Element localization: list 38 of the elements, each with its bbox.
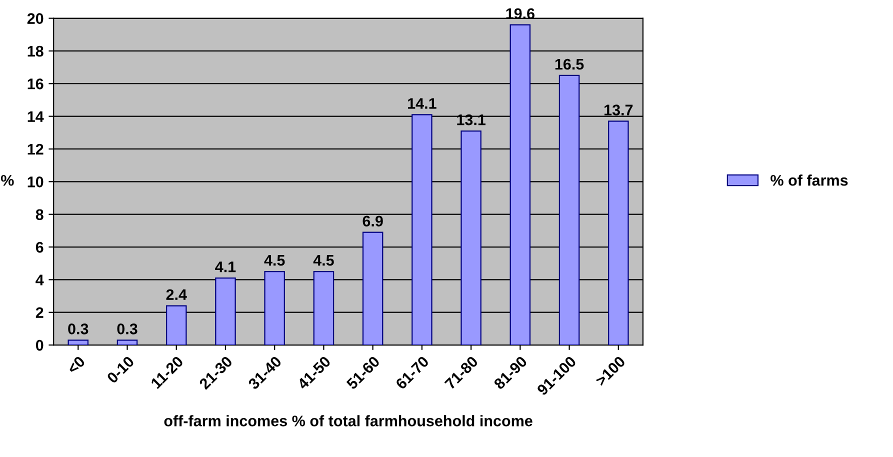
bar	[460, 130, 482, 346]
bar	[558, 74, 580, 346]
x-tick-label: 0-10	[106, 355, 135, 384]
bar	[412, 114, 432, 346]
y-tick-label: 20	[27, 13, 44, 24]
y-tick-label: 14	[28, 111, 44, 122]
x-tick-label: <0	[66, 355, 86, 375]
bar	[608, 120, 629, 346]
x-axis-title: off-farm incomes % of total farmhousehold income	[164, 415, 532, 426]
data-label: 0.3	[117, 324, 138, 334]
data-label: 14.1	[408, 98, 436, 109]
y-tick-label: 6	[36, 242, 44, 253]
y-tick-label: 8	[36, 209, 44, 220]
data-label: 6.9	[362, 216, 383, 227]
data-label: 4.1	[215, 262, 236, 272]
bar	[68, 340, 89, 346]
bar	[362, 232, 384, 346]
y-tick-label: 0	[36, 340, 44, 351]
y-tick-label: 18	[28, 46, 44, 57]
y-axis-title: %	[1, 174, 14, 186]
bar	[264, 270, 285, 346]
bar	[116, 340, 138, 346]
y-tick-label: 16	[28, 78, 44, 90]
data-label: 4.5	[313, 255, 334, 266]
y-tick-label: 10	[28, 176, 44, 188]
y-tick-label: 2	[36, 307, 44, 318]
data-label: 16.5	[555, 58, 584, 70]
bar	[215, 277, 236, 346]
data-label: 2.4	[166, 289, 187, 300]
data-label: 0.3	[68, 324, 88, 334]
bar	[313, 270, 334, 346]
data-label: 13.7	[604, 104, 633, 116]
legend-label: % of farms	[770, 174, 848, 186]
bar	[166, 305, 187, 346]
data-label: 4.5	[264, 255, 285, 266]
y-tick-label: 4	[36, 274, 44, 286]
y-tick-label: 12	[28, 144, 44, 155]
bar	[510, 24, 531, 346]
